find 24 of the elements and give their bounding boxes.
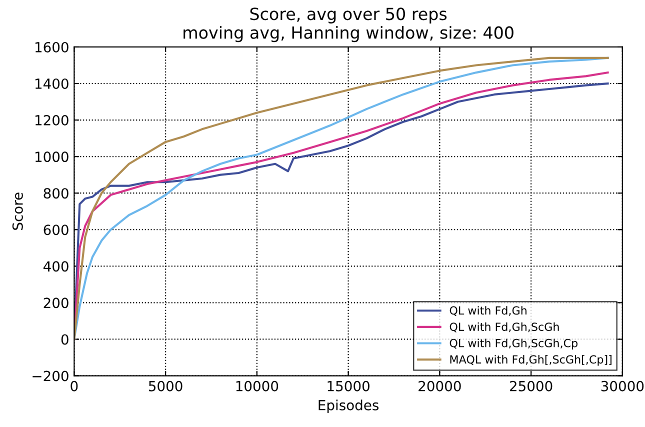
x-tick-label: 10000 <box>236 380 278 392</box>
legend-label: QL with Fd,Gh <box>450 306 526 316</box>
legend-label: QL with Fd,Gh,ScGh <box>450 322 559 332</box>
x-tick-label: 25000 <box>510 380 552 392</box>
y-axis-title: Score <box>12 192 23 230</box>
y-tick-label: 600 <box>44 224 68 236</box>
y-tick-label: 1200 <box>35 115 68 126</box>
x-tick-label: 0 <box>70 380 78 392</box>
chart-title: Score, avg over 50 reps moving avg, Hanning window, size: 400 <box>184 8 514 42</box>
legend-label: MAQL with Fd,Gh[,ScGh[,Cp]] <box>450 355 612 366</box>
y-tick-label: 800 <box>44 188 68 199</box>
y-tick-label: 400 <box>43 261 68 272</box>
legend-label: QL with Fd,Gh,ScGh,Cp <box>450 338 578 350</box>
x-tick-label: 20000 <box>418 380 461 392</box>
y-tick-label: 1600 <box>35 42 68 52</box>
y-tick-label: −200 <box>32 370 68 382</box>
x-tick-label: 15000 <box>328 380 370 392</box>
x-tick-label: 30000 <box>601 380 644 392</box>
y-tick-label: 1400 <box>35 78 68 89</box>
y-tick-label: 200 <box>44 298 68 308</box>
x-tick-label: 5000 <box>148 380 182 392</box>
y-tick-label: 0 <box>61 334 68 345</box>
y-tick-label: 1000 <box>35 152 68 162</box>
x-axis-title: Episodes <box>318 400 379 414</box>
